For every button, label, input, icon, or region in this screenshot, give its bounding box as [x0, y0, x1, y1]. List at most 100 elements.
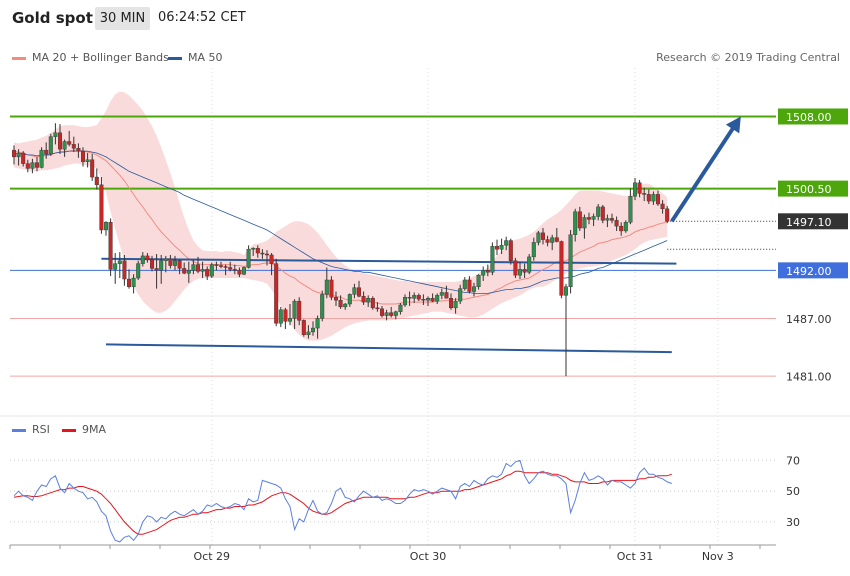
candle-body: [260, 252, 265, 255]
rsi-swatch: [12, 428, 26, 432]
candle-body: [361, 296, 366, 303]
candle-body: [21, 152, 26, 164]
ma50-swatch: [168, 56, 182, 60]
candle-body: [421, 299, 426, 301]
candle-body: [223, 266, 228, 268]
candle-body: [30, 162, 35, 169]
candle-body: [467, 279, 472, 292]
x-tick-label-0: Oct 29: [194, 550, 231, 563]
candle-body: [145, 255, 150, 260]
candle-body: [596, 206, 601, 217]
candle-body: [453, 300, 458, 309]
candle-body: [306, 331, 311, 335]
candle-body: [370, 298, 375, 309]
candle-body: [393, 311, 398, 316]
candle-body: [108, 222, 113, 270]
projection-arrow-shaft: [670, 121, 739, 223]
candle-body: [320, 294, 325, 319]
candle-body: [633, 182, 638, 197]
candle-body: [39, 149, 44, 168]
candle-body: [531, 242, 536, 258]
candle-body: [513, 260, 518, 276]
rsi-tick-label-30: 30: [786, 516, 800, 529]
candle-body: [301, 320, 306, 335]
candle-body: [642, 193, 647, 195]
candle-body: [136, 263, 141, 279]
candle-body: [449, 298, 454, 309]
candle-body: [389, 312, 394, 316]
candle-body: [490, 246, 495, 273]
candle-body: [554, 237, 559, 242]
candle-body: [403, 297, 408, 306]
projection-arrow-head: [725, 116, 741, 134]
candle-body: [416, 295, 421, 300]
candle-body: [76, 148, 81, 152]
candle-body: [172, 260, 177, 266]
x-tick-label-3: Nov 3: [702, 550, 734, 563]
rsi-line: [13, 459, 672, 543]
candle-body: [628, 196, 633, 223]
candle-body: [444, 292, 449, 299]
candle-body: [343, 303, 348, 308]
candle-body: [619, 225, 624, 232]
candle-body: [527, 256, 532, 273]
level-label-box-1497.10: [778, 213, 848, 230]
candle-body: [485, 270, 490, 273]
candle-body: [564, 286, 569, 296]
candle-body: [610, 218, 615, 221]
candle-body: [334, 297, 339, 301]
candle-body: [126, 278, 131, 287]
level-label-box-1487.00: [778, 310, 848, 327]
candle-body: [398, 304, 403, 312]
chart-header: Gold spot 30 MIN 06:24:52 CET: [0, 0, 850, 36]
candle-body: [255, 248, 260, 254]
candle-body: [168, 258, 173, 266]
candle-body: [637, 182, 642, 194]
level-label-box-1508.00: [778, 108, 848, 125]
rsi-legend-label: RSI: [32, 423, 50, 436]
candle-body: [122, 260, 127, 280]
candle-body: [495, 246, 500, 250]
candle-body: [241, 267, 246, 275]
candle-body: [600, 206, 605, 221]
candle-body: [605, 218, 610, 221]
rsi-tick-label-70: 70: [786, 454, 800, 467]
candle-body: [292, 300, 297, 319]
level-label-1487.00: 1487.00: [786, 313, 832, 326]
rsi-legend-rsi: RSI: [12, 423, 50, 436]
candle-body: [200, 269, 205, 272]
candle-body: [582, 217, 587, 229]
candle-body: [246, 248, 251, 268]
candle-body: [311, 327, 316, 333]
clock-readout: 06:24:52 CET: [158, 10, 246, 25]
candle-body: [85, 159, 90, 162]
level-label-1497.10: 1497.10: [786, 216, 832, 229]
channel-line-1: [105, 343, 672, 354]
candle-body: [228, 267, 233, 270]
candle-body: [53, 132, 58, 137]
candle-body: [536, 232, 541, 243]
candle-body: [587, 217, 592, 220]
ma9-swatch: [62, 428, 76, 432]
ma9-legend-label: 9MA: [82, 423, 107, 436]
level-label-1508.00: 1508.00: [786, 111, 832, 124]
candle-body: [278, 309, 283, 324]
candle-body: [90, 159, 95, 178]
timeframe-button[interactable]: 30 MIN: [95, 7, 150, 30]
candle-body: [384, 312, 389, 316]
candle-body: [352, 287, 357, 295]
candle-body: [274, 263, 279, 324]
candle-body: [297, 300, 302, 321]
x-tick-label-1: Oct 30: [410, 550, 447, 563]
candle-body: [237, 270, 242, 275]
candle-body: [439, 292, 444, 296]
candle-body: [329, 279, 334, 298]
ma50-line: [13, 150, 668, 294]
candle-body: [283, 309, 288, 322]
candle-body: [288, 318, 293, 322]
candle-body: [458, 288, 463, 302]
candle-body: [25, 163, 30, 169]
candle-body: [430, 298, 435, 302]
candle-body: [380, 308, 385, 316]
